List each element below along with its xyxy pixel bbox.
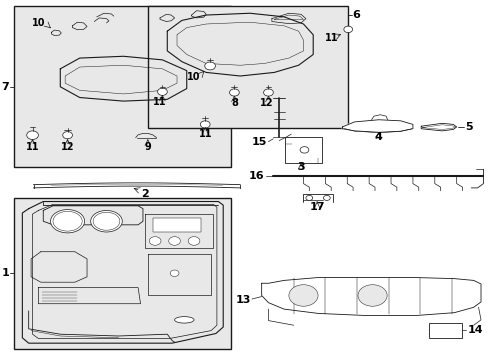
Text: 12: 12	[61, 142, 74, 152]
Text: 14: 14	[467, 325, 483, 335]
Circle shape	[27, 131, 39, 139]
Bar	[152, 218, 201, 232]
Text: 3: 3	[297, 162, 304, 172]
Text: 10: 10	[187, 72, 201, 82]
Text: 1: 1	[1, 268, 9, 278]
Text: 6: 6	[351, 10, 359, 20]
Circle shape	[204, 62, 215, 70]
Text: 2: 2	[141, 189, 149, 199]
Circle shape	[157, 88, 167, 95]
Circle shape	[263, 89, 273, 96]
Text: 11: 11	[26, 142, 39, 152]
Text: 4: 4	[374, 132, 382, 142]
Polygon shape	[420, 123, 456, 131]
Circle shape	[300, 147, 308, 153]
Bar	[14, 6, 231, 167]
Text: 5: 5	[464, 122, 471, 132]
Circle shape	[229, 89, 239, 96]
Ellipse shape	[50, 210, 84, 233]
Ellipse shape	[357, 285, 386, 306]
Circle shape	[188, 237, 200, 245]
Text: 11: 11	[198, 130, 211, 139]
Circle shape	[200, 121, 210, 128]
Ellipse shape	[288, 285, 317, 306]
Text: 7: 7	[1, 82, 9, 92]
Circle shape	[323, 195, 329, 201]
Bar	[285, 137, 321, 163]
Text: 8: 8	[230, 98, 237, 108]
Bar	[147, 6, 347, 128]
Circle shape	[149, 237, 161, 245]
Text: 11: 11	[153, 97, 166, 107]
Text: 13: 13	[235, 295, 250, 305]
Text: 11: 11	[324, 33, 338, 43]
Circle shape	[343, 26, 352, 33]
Text: 9: 9	[144, 141, 151, 152]
Ellipse shape	[90, 211, 122, 232]
Bar	[14, 198, 231, 349]
Circle shape	[170, 270, 179, 276]
Circle shape	[62, 132, 72, 139]
Text: 10: 10	[32, 18, 45, 28]
Circle shape	[305, 195, 312, 201]
Text: 12: 12	[260, 98, 273, 108]
Text: 16: 16	[248, 171, 264, 181]
Ellipse shape	[174, 317, 194, 323]
Polygon shape	[342, 120, 412, 132]
Text: 15: 15	[251, 137, 266, 147]
Bar	[428, 323, 461, 338]
Text: 17: 17	[309, 202, 324, 212]
Circle shape	[168, 237, 180, 245]
